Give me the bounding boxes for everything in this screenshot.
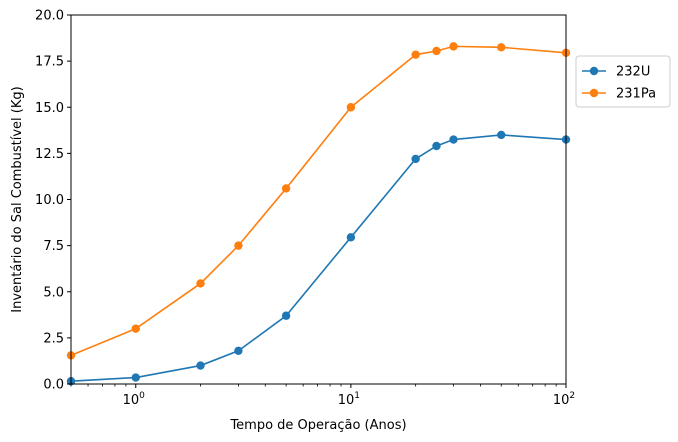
series-line — [71, 134, 566, 383]
data-point — [497, 43, 506, 52]
data-point — [196, 361, 205, 370]
data-point — [234, 346, 243, 355]
series-line — [71, 45, 566, 357]
plot-frame — [70, 14, 567, 385]
data-point — [281, 184, 291, 193]
y-tick-label: 17.5 — [35, 55, 64, 70]
x-tick-label-base: 10 — [338, 393, 355, 408]
data-point — [281, 311, 291, 320]
legend-item: 231Pa — [582, 87, 656, 102]
data-point — [497, 130, 506, 140]
data-point — [196, 279, 205, 288]
y-tick-label: 20.0 — [35, 9, 64, 24]
legend-item: 232U — [582, 65, 650, 80]
x-tick-label-exponent: 1 — [354, 391, 360, 401]
y-tick-label: 0.0 — [43, 378, 64, 393]
data-point — [432, 141, 441, 151]
y-axis-label: Inventário do Sal Combustível (Kg) — [10, 86, 25, 312]
legend-box — [575, 55, 671, 108]
legend-label: 232U — [616, 65, 650, 80]
legend: 232U 231Pa — [575, 55, 671, 108]
y-tick-label: 10.0 — [35, 193, 64, 208]
plot-area — [66, 42, 571, 386]
x-tick-label: 101 — [338, 391, 360, 408]
x-axis: 100 101 102 — [70, 384, 575, 408]
series-232U — [66, 130, 571, 386]
data-point — [411, 50, 420, 59]
x-tick-label-exponent: 2 — [569, 391, 575, 401]
y-tick-label: 7.5 — [43, 239, 64, 254]
series-231Pa — [66, 42, 571, 360]
data-point — [234, 241, 243, 250]
legend-marker — [589, 88, 599, 98]
legend-label: 231Pa — [616, 87, 656, 102]
x-tick-label-exponent: 0 — [139, 391, 145, 401]
data-point — [131, 373, 140, 382]
y-tick-label: 12.5 — [35, 147, 64, 162]
x-tick-label-base: 10 — [123, 393, 140, 408]
data-point — [449, 135, 458, 144]
y-tick-label: 2.5 — [43, 331, 64, 346]
x-axis-label: Tempo de Operação (Anos) — [229, 418, 406, 433]
y-tick-label: 5.0 — [43, 285, 64, 300]
legend-marker — [589, 66, 599, 76]
x-tick-label: 102 — [553, 391, 575, 408]
data-point — [449, 42, 458, 51]
data-point — [432, 46, 441, 56]
data-point — [411, 154, 420, 164]
x-tick-label: 100 — [123, 391, 146, 408]
y-tick-label: 15.0 — [35, 101, 64, 116]
data-point — [346, 103, 356, 112]
x-tick-label-base: 10 — [553, 393, 570, 408]
data-point — [131, 324, 140, 333]
data-point — [346, 233, 356, 242]
y-axis: 0.0 2.5 5.0 7.5 10.0 12.5 15.0 17.5 20.0 — [35, 9, 71, 393]
